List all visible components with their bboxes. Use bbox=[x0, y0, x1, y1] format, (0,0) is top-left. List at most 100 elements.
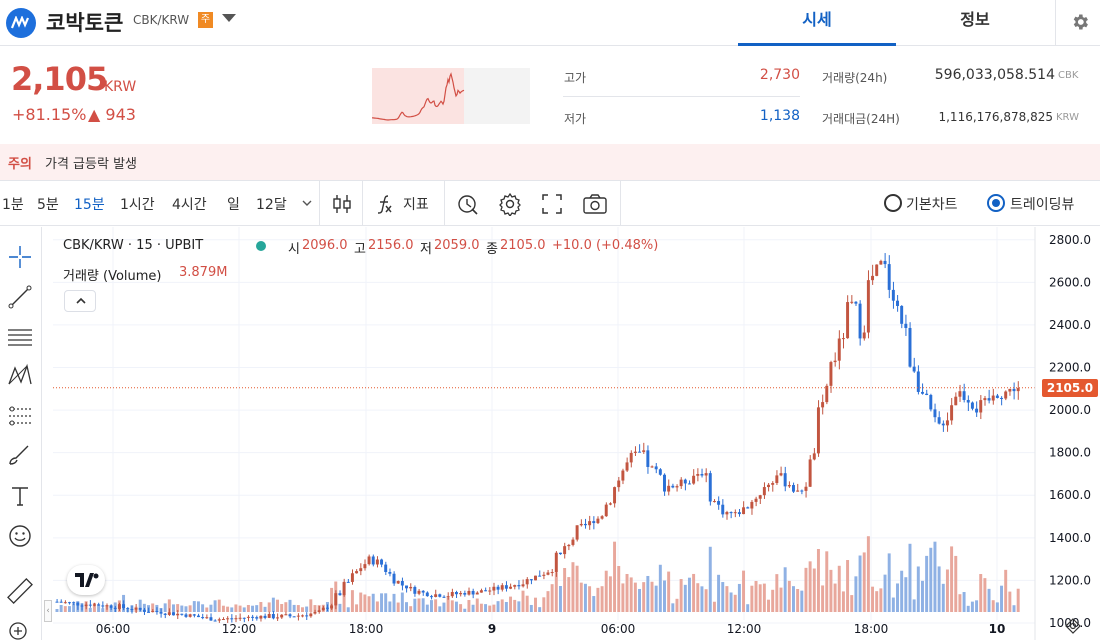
volume-bar bbox=[642, 582, 646, 612]
gear-icon[interactable] bbox=[498, 192, 522, 216]
settings-button[interactable] bbox=[1055, 0, 1100, 46]
volume-bar bbox=[654, 585, 658, 612]
candle-body bbox=[995, 395, 999, 398]
mini-price-chart bbox=[371, 68, 530, 124]
candle-body bbox=[172, 612, 175, 616]
candle-body bbox=[638, 451, 642, 453]
tradingview-logo[interactable] bbox=[67, 565, 105, 595]
camera-icon[interactable] bbox=[582, 192, 608, 216]
chevron-down-icon[interactable] bbox=[302, 199, 312, 207]
candle-body bbox=[421, 590, 425, 593]
coin-name[interactable]: 코박토큰 bbox=[46, 11, 124, 35]
indicator-button[interactable]: 지표 bbox=[403, 197, 429, 213]
volume-bar bbox=[255, 605, 259, 612]
volume-bar bbox=[375, 601, 379, 612]
candle-body bbox=[475, 592, 479, 595]
interval-day[interactable]: 일 bbox=[227, 197, 240, 213]
volume-bar bbox=[567, 577, 571, 612]
brush-icon[interactable] bbox=[6, 442, 34, 470]
volume-bar bbox=[858, 555, 862, 612]
tab-info[interactable]: 정보 bbox=[960, 10, 990, 29]
candle-body bbox=[829, 362, 833, 386]
fullscreen-icon[interactable] bbox=[541, 193, 563, 215]
candle-body bbox=[1004, 391, 1008, 399]
volume-bar bbox=[167, 599, 171, 612]
volume-bar bbox=[238, 605, 242, 612]
zoom-in-icon[interactable] bbox=[6, 619, 34, 640]
function-icon[interactable] bbox=[374, 193, 396, 215]
candlestick-icon[interactable] bbox=[331, 193, 353, 215]
tradingview-label[interactable]: 트레이딩뷰 bbox=[1010, 197, 1075, 213]
forecast-icon[interactable] bbox=[6, 402, 34, 430]
interval-1h[interactable]: 1시간 bbox=[120, 197, 155, 213]
collapse-legend-button[interactable] bbox=[64, 290, 96, 312]
volume-bar bbox=[371, 593, 375, 612]
volume-bar bbox=[463, 608, 467, 612]
chart-symbol: CBK/KRW · 15 · UPBIT bbox=[63, 238, 204, 253]
volume-bar bbox=[246, 604, 250, 612]
volume-bar bbox=[521, 590, 525, 612]
volume-bar bbox=[771, 589, 775, 612]
candle-body bbox=[708, 473, 712, 502]
volume-bar bbox=[625, 573, 629, 612]
candle-body bbox=[604, 504, 608, 517]
interval-15m[interactable]: 15분 bbox=[74, 197, 105, 213]
candle-body bbox=[887, 264, 891, 290]
ohlc-high: 2156.0 bbox=[368, 238, 414, 253]
y-tick-label: 2200.0 bbox=[1049, 361, 1091, 375]
volume-bar bbox=[962, 592, 966, 612]
volume-bar bbox=[850, 595, 854, 612]
volume-bar bbox=[467, 600, 471, 612]
volume-bar bbox=[979, 574, 983, 612]
basic-chart-radio[interactable] bbox=[884, 194, 902, 212]
settings-wheel-icon[interactable] bbox=[1065, 618, 1081, 634]
volume-bar bbox=[446, 598, 450, 612]
candle-body bbox=[925, 393, 929, 395]
basic-chart-label[interactable]: 기본차트 bbox=[906, 197, 958, 213]
interval-5m[interactable]: 5분 bbox=[37, 197, 59, 213]
candle-body bbox=[1016, 388, 1020, 392]
ruler-icon[interactable] bbox=[6, 577, 34, 605]
pattern-icon[interactable] bbox=[6, 362, 34, 390]
candle-body bbox=[504, 585, 508, 589]
volume-bar bbox=[667, 571, 671, 612]
candle-body bbox=[858, 303, 862, 339]
y-tick-label: 2600.0 bbox=[1049, 275, 1091, 289]
volume-bar bbox=[251, 605, 255, 612]
candle-body bbox=[280, 614, 284, 618]
candle-body bbox=[696, 474, 700, 476]
volume-bar bbox=[933, 541, 937, 612]
candle-body bbox=[246, 616, 250, 618]
candlestick-chart[interactable]: 2800.0 2600.0 2400.0 2200.0 2000.0 1800.0 1600… bbox=[53, 227, 1100, 640]
volume-bar bbox=[704, 589, 708, 612]
volume-bar bbox=[908, 543, 912, 612]
interval-4h[interactable]: 4시간 bbox=[172, 197, 207, 213]
candle-body bbox=[138, 607, 142, 610]
fib-lines-icon[interactable] bbox=[6, 322, 34, 350]
candle-body bbox=[954, 396, 958, 406]
tradingview-radio[interactable] bbox=[987, 194, 1005, 212]
volume-bar bbox=[916, 566, 920, 612]
interval-12m[interactable]: 12달 bbox=[256, 197, 287, 213]
text-icon[interactable] bbox=[6, 482, 34, 510]
volume-bar bbox=[475, 598, 479, 612]
interval-1m[interactable]: 1분 bbox=[2, 197, 24, 213]
emoji-icon[interactable] bbox=[6, 522, 34, 550]
candle-body bbox=[484, 590, 488, 592]
crosshair-icon[interactable] bbox=[6, 243, 34, 271]
trend-line-icon[interactable] bbox=[6, 283, 34, 311]
alert-clock-icon[interactable] bbox=[456, 192, 480, 216]
candle-body bbox=[792, 485, 795, 492]
candle-body bbox=[180, 613, 184, 615]
candle-body bbox=[513, 585, 517, 587]
tab-market-price[interactable]: 시세 bbox=[738, 0, 896, 46]
x-tick-label: 06:00 bbox=[601, 622, 636, 636]
collapse-toolbar-tab[interactable]: ‹ bbox=[44, 600, 52, 622]
last-price-tag: 2105.0 bbox=[1042, 378, 1098, 397]
chevron-down-icon[interactable] bbox=[222, 14, 236, 22]
volume-bar bbox=[871, 586, 875, 612]
volume-bar bbox=[151, 603, 155, 612]
candle-body bbox=[463, 593, 467, 595]
candle-body bbox=[891, 289, 895, 301]
candle-body bbox=[962, 391, 966, 400]
